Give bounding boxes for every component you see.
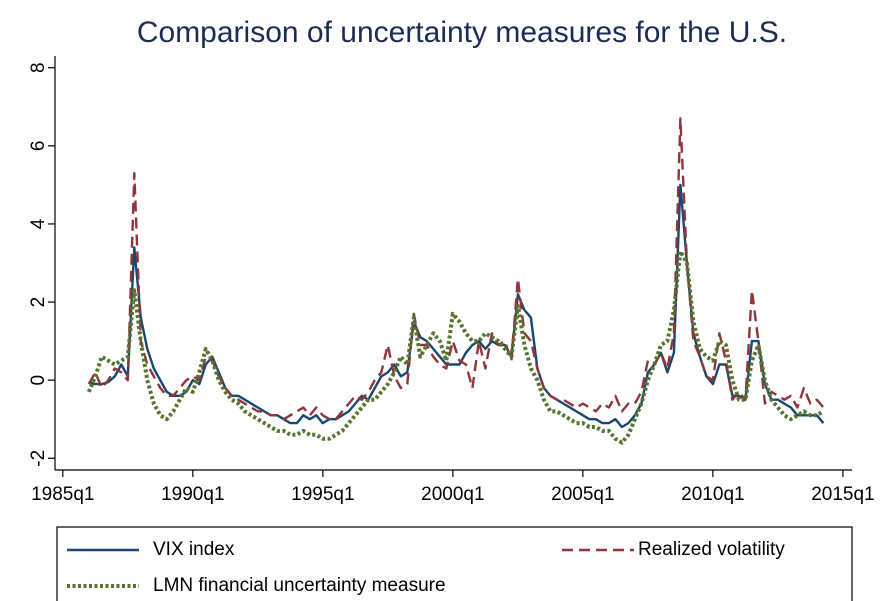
x-tick-label: 1985q1: [31, 484, 94, 505]
series-line: [87, 117, 825, 421]
y-tick-label: 8: [28, 62, 49, 73]
series-line: [86, 249, 825, 445]
x-tick-label: 2005q1: [551, 484, 614, 505]
chart-title: Comparison of uncertainty measures for t…: [137, 16, 787, 49]
x-tick-label: 2000q1: [421, 484, 484, 505]
x-tick-label: 1990q1: [161, 484, 224, 505]
y-tick-label: -2: [28, 450, 49, 467]
x-tick-label: 2010q1: [681, 484, 744, 505]
legend-label: VIX index: [153, 539, 235, 560]
y-tick-label: 0: [28, 375, 49, 386]
legend-box: [56, 526, 853, 601]
legend-label: Realized volatility: [638, 539, 785, 560]
x-tick-label: 1995q1: [291, 484, 354, 505]
y-tick-label: 4: [28, 218, 49, 229]
y-tick-label: 2: [28, 297, 49, 308]
y-tick-label: 6: [28, 141, 49, 152]
legend-label: LMN financial uncertainty measure: [153, 575, 446, 596]
x-tick-label: 2015q1: [811, 484, 874, 505]
